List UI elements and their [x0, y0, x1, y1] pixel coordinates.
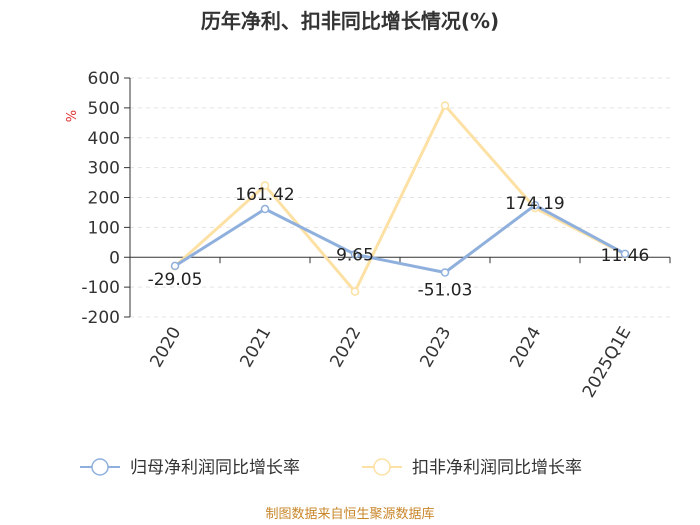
data-point	[440, 101, 450, 110]
grid-lines	[130, 77, 670, 318]
series-line	[173, 103, 626, 294]
legend-label: 归母净利润同比增长率	[130, 458, 300, 478]
legend-label: 扣非净利润同比增长率	[412, 458, 582, 478]
legend-item[interactable]: 扣非净利润同比增长率	[362, 458, 582, 478]
legend: 归母净利润同比增长率 扣非净利润同比增长率	[80, 458, 582, 478]
data-point	[350, 287, 360, 296]
y-axis-unit: %	[65, 110, 80, 122]
series-lines	[170, 101, 630, 296]
data-label: 11.46	[601, 246, 650, 266]
data-point	[350, 250, 360, 259]
legend-marker	[91, 458, 109, 476]
data-label: -51.03	[418, 280, 473, 300]
data-label: 174.19	[505, 194, 564, 214]
legend-item[interactable]: 归母净利润同比增长率	[80, 458, 300, 478]
source-note: 制图数据来自恒生聚源数据库	[265, 506, 434, 522]
data-label: 9.65	[336, 245, 374, 265]
x-tick-label: 2022	[326, 324, 365, 371]
y-tick-label: 600	[88, 69, 120, 89]
x-tick-label: 2020	[146, 324, 185, 371]
data-point	[620, 249, 630, 259]
x-tick-label: 2021	[236, 324, 275, 371]
y-tick-label: 0	[109, 248, 120, 268]
x-tick-label: 2024	[506, 324, 545, 371]
data-point	[260, 181, 270, 190]
chart-title: 历年净利、扣非同比增长情况(%)	[201, 9, 499, 33]
data-point	[530, 200, 540, 210]
y-tick-label: 400	[88, 129, 120, 149]
x-tick-label: 2023	[416, 324, 455, 371]
y-tick-label: 300	[88, 159, 120, 179]
y-tick-label: 100	[88, 218, 120, 238]
axes: 600 500 400 300 200 100 0 -100 -200 2020 2021 2022 2…	[81, 69, 671, 402]
data-label: -29.05	[148, 270, 203, 290]
y-tick-label: -200	[81, 308, 120, 328]
y-tick-label: 200	[88, 189, 120, 209]
legend-marker	[373, 458, 391, 476]
data-point	[440, 268, 450, 277]
series-line	[174, 203, 626, 274]
y-tick-label: 500	[88, 99, 120, 119]
data-point	[260, 204, 270, 214]
x-tick-label: 2025Q1E	[579, 324, 635, 402]
data-label: 161.42	[235, 185, 294, 205]
data-point	[170, 261, 180, 271]
y-tick-label: -100	[81, 278, 120, 298]
data-labels: -29.05 161.42 9.65 -51.03 174.19 11.46	[148, 185, 650, 300]
